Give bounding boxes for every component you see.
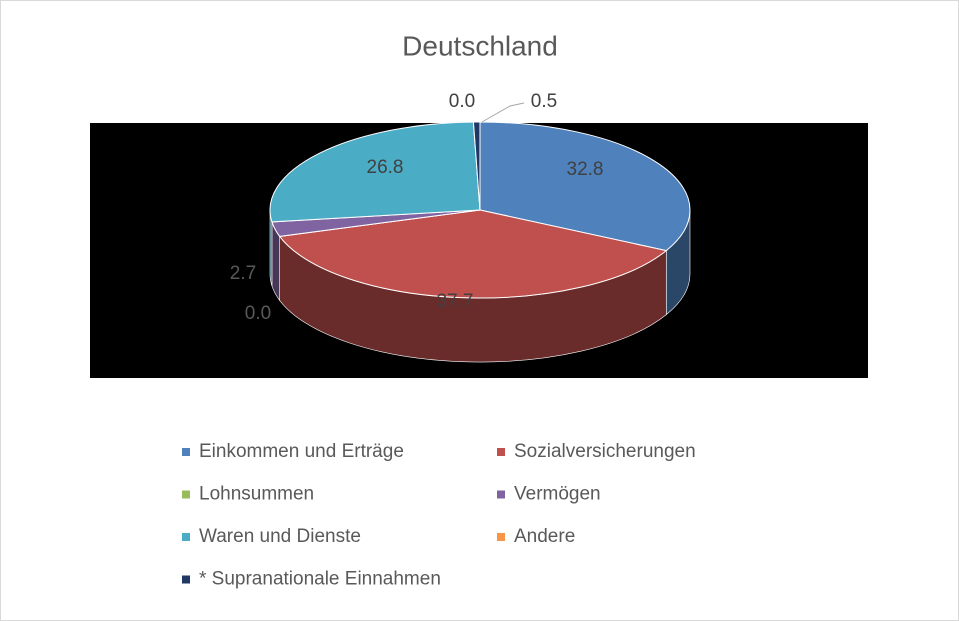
legend: Einkommen und Erträge Sozialversicherunge…	[182, 441, 696, 590]
slice	[278, 209, 668, 299]
pie-tops	[269, 121, 691, 299]
legend-swatch	[182, 533, 190, 541]
legend-label: Vermögen	[514, 484, 601, 505]
data-labels: 32.8 37.7 0.0 2.7 26.8 0.0 0.5	[230, 91, 604, 324]
legend-swatch	[497, 533, 505, 541]
data-label: 2.7	[230, 263, 256, 284]
slice	[269, 121, 481, 223]
legend-swatch	[182, 490, 190, 499]
chart-title: Deutschland	[402, 30, 558, 61]
leader-line	[481, 102, 525, 123]
data-label: 32.8	[567, 159, 604, 180]
legend-swatch	[182, 575, 190, 584]
slice	[472, 121, 481, 211]
legend-label: Einkommen und Erträge	[199, 441, 404, 462]
data-label: 26.8	[367, 157, 404, 178]
data-label: 0.5	[531, 91, 557, 112]
legend-swatch	[182, 448, 190, 456]
legend-label: Waren und Dienste	[199, 526, 361, 547]
slice	[479, 121, 691, 252]
legend-label: Andere	[514, 526, 575, 547]
legend-label: Lohnsummen	[199, 484, 314, 505]
data-label: 37.7	[437, 291, 474, 312]
pie-sides	[269, 209, 691, 363]
legend-swatch	[497, 490, 505, 499]
data-label: 0.0	[449, 91, 475, 112]
legend-swatch	[497, 448, 505, 456]
legend-label: Sozialversicherungen	[514, 441, 696, 462]
data-label: 0.0	[245, 303, 271, 324]
legend-label: * Supranationale Einnahmen	[199, 569, 441, 590]
